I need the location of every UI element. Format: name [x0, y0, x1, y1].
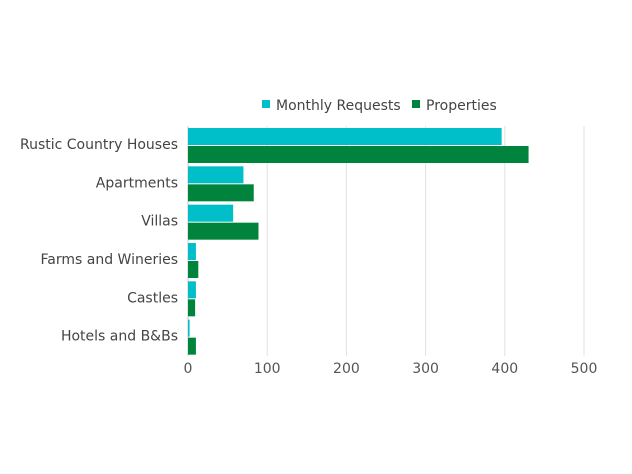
gridlines [187, 126, 585, 356]
category-label-hotels-and-bandbs: Hotels and B&Bs [61, 329, 178, 345]
category-labels: Rustic Country Houses Apartments Villas Far… [20, 137, 178, 345]
category-label-rustic-country-houses: Rustic Country Houses [20, 137, 178, 153]
bar-monthly-requests-villas [188, 204, 234, 222]
bar-monthly-requests-hotels-and-bandbs [188, 319, 190, 337]
category-label-farms-and-wineries: Farms and Wineries [41, 252, 179, 268]
bar-properties-apartments [188, 184, 254, 202]
bar-properties-castles [188, 299, 196, 317]
category-label-villas: Villas [141, 214, 178, 230]
x-tick-label-300: 300 [412, 361, 439, 377]
x-tick-label-100: 100 [254, 361, 281, 377]
legend: Monthly Requests Properties [262, 98, 497, 114]
category-label-castles: Castles [127, 290, 178, 306]
bars [188, 128, 529, 355]
x-tick-label-0: 0 [184, 361, 193, 377]
bar-properties-villas [188, 222, 259, 240]
bar-monthly-requests-rustic-country-houses [188, 128, 502, 145]
bar-monthly-requests-castles [188, 281, 196, 299]
bar-properties-farms-and-wineries [188, 261, 199, 278]
x-tick-label-200: 200 [333, 361, 360, 377]
legend-label-properties: Properties [426, 98, 497, 114]
x-tick-label-500: 500 [571, 361, 598, 377]
x-axis-ticks: 0 100 200 300 400 500 [184, 361, 598, 377]
category-label-apartments: Apartments [96, 175, 178, 191]
bar-properties-rustic-country-houses [188, 146, 529, 163]
bar-monthly-requests-apartments [188, 166, 244, 184]
legend-swatch-monthly-requests [262, 100, 270, 108]
x-tick-label-400: 400 [491, 361, 518, 377]
legend-swatch-properties [412, 100, 420, 108]
bar-monthly-requests-farms-and-wineries [188, 243, 196, 260]
bar-properties-hotels-and-bandbs [188, 337, 196, 355]
legend-label-monthly-requests: Monthly Requests [276, 98, 401, 114]
